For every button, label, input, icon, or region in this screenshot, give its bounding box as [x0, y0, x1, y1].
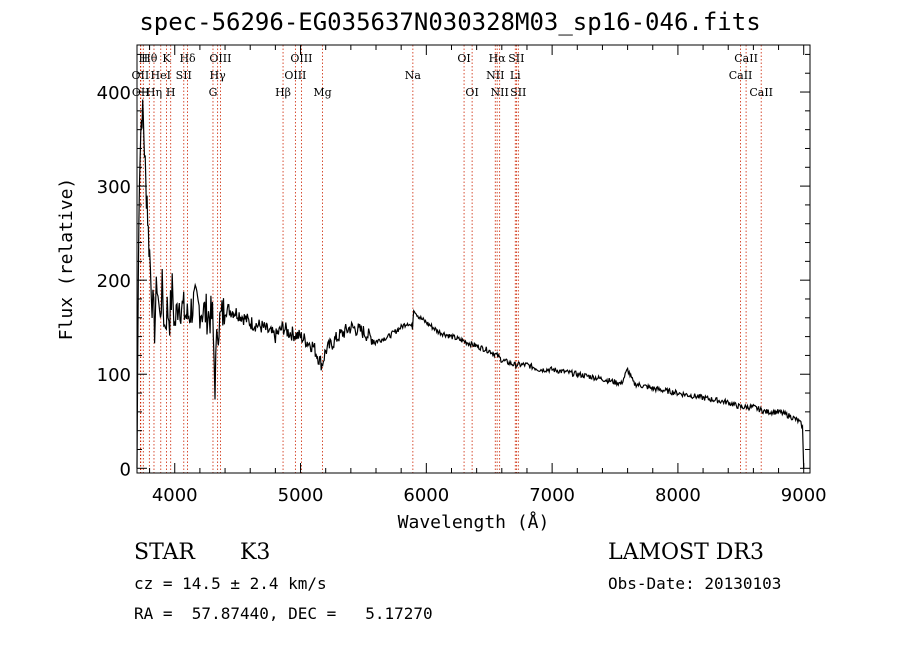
line-label: OII [132, 69, 150, 82]
line-label: Hθ [141, 52, 158, 65]
line-label: Hγ [210, 69, 227, 82]
line-label: Hα [489, 52, 507, 65]
line-label: OI [465, 86, 478, 99]
line-label: OIII [290, 52, 312, 65]
line-label: NII [486, 69, 504, 82]
line-labels: OIIOIIHHθHηHeIKHSIIHδGHγOIIIHβOIIIOIIIMg… [132, 52, 773, 99]
x-tick-label: 9000 [781, 485, 827, 506]
line-label: CaII [734, 52, 758, 65]
line-label: CaII [729, 69, 753, 82]
x-tick-label: 4000 [152, 485, 198, 506]
line-label: K [162, 52, 171, 65]
y-tick-label: 200 [97, 271, 131, 292]
line-label: HeI [151, 69, 171, 82]
line-label: OIII [209, 52, 231, 65]
y-tick-label: 0 [120, 459, 131, 480]
x-tick-label: 6000 [403, 485, 449, 506]
redshift-line: cz = 14.5 ± 2.4 km/s [134, 574, 327, 593]
line-label: H [166, 86, 176, 99]
line-markers [140, 45, 761, 473]
line-label: Na [405, 69, 422, 82]
x-tick-label: 8000 [655, 485, 701, 506]
line-label: CaII [749, 86, 773, 99]
line-label: Hδ [179, 52, 196, 65]
line-label: OIII [284, 69, 306, 82]
plot-frame [137, 45, 810, 473]
y-tick-label: 100 [97, 365, 131, 386]
y-axis-label: Flux (relative) [56, 178, 77, 341]
x-tick-label: 7000 [529, 485, 575, 506]
survey-name: LAMOST DR3 [608, 540, 764, 565]
spectrum-series-line [137, 100, 804, 469]
obs-date: Obs-Date: 20130103 [608, 574, 781, 593]
y-tick-label: 300 [97, 177, 131, 198]
x-tick-label: 5000 [278, 485, 324, 506]
x-axis-label: Wavelength (Å) [398, 511, 550, 533]
y-tick-label: 400 [97, 83, 131, 104]
line-label: Hβ [275, 86, 291, 99]
object-class: STAR [134, 540, 195, 565]
line-label: G [209, 86, 218, 99]
object-subclass: K3 [240, 540, 270, 565]
y-axis: 0 100 200 300 400 [97, 54, 810, 480]
line-label: Li [510, 69, 521, 82]
x-axis: 4000 5000 6000 7000 8000 9000 [150, 45, 827, 506]
line-label: OI [457, 52, 470, 65]
line-label: SII [176, 69, 192, 82]
line-label: SII [510, 86, 526, 99]
line-label: Hη [146, 86, 162, 99]
line-label: SII [508, 52, 524, 65]
line-label: Mg [313, 86, 331, 99]
line-label: NII [491, 86, 509, 99]
coordinates-line: RA = 57.87440, DEC = 5.17270 [134, 604, 433, 623]
